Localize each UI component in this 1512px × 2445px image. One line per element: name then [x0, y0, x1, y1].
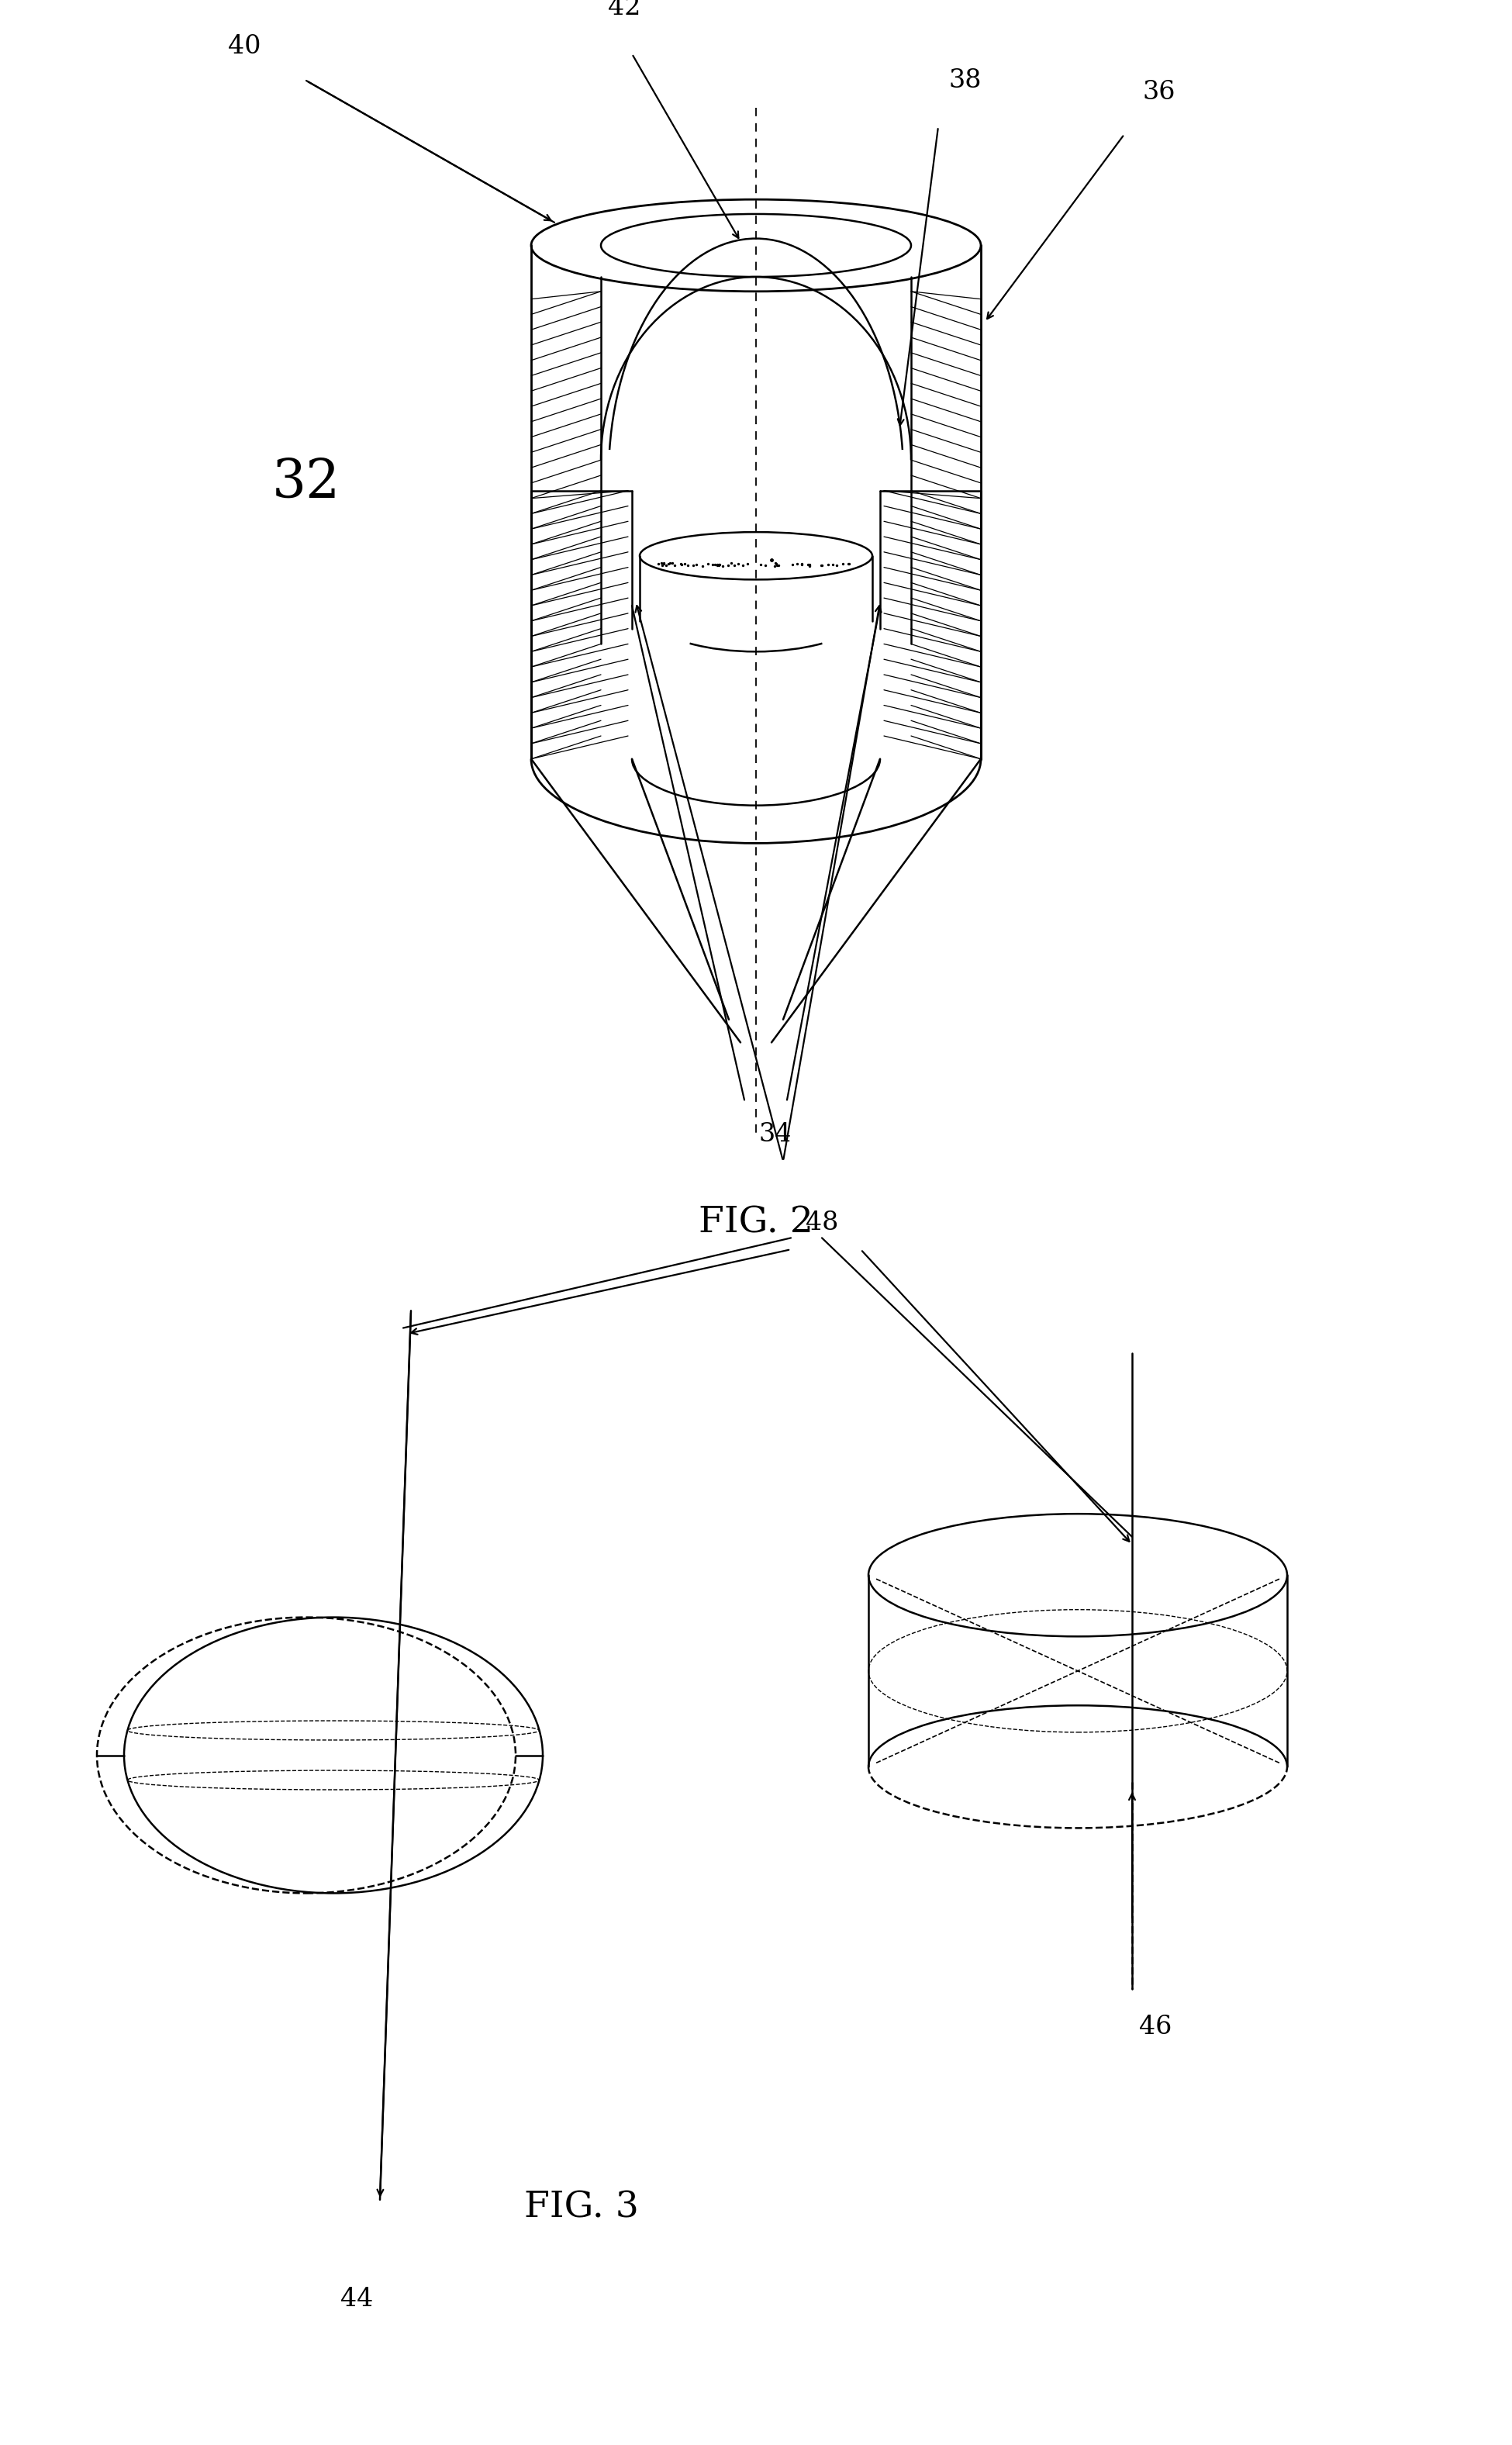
Text: 32: 32 [272, 457, 340, 509]
Text: 34: 34 [759, 1122, 792, 1147]
Text: FIG. 3: FIG. 3 [525, 2191, 640, 2225]
Text: 38: 38 [950, 68, 981, 93]
Text: 48: 48 [806, 1210, 838, 1235]
Text: 40: 40 [228, 34, 260, 59]
Text: 46: 46 [1139, 2015, 1172, 2039]
Text: 44: 44 [340, 2286, 373, 2313]
Text: 36: 36 [1143, 81, 1176, 105]
Text: 42: 42 [608, 0, 641, 20]
Text: FIG. 2: FIG. 2 [699, 1205, 813, 1240]
